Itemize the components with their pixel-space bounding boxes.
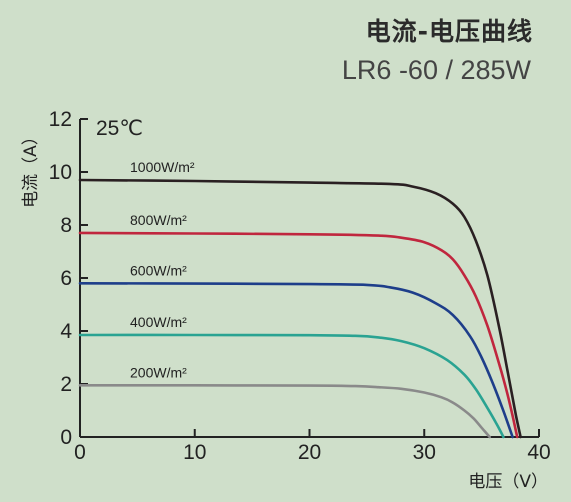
curves	[78, 178, 522, 439]
x-axis-label: 电压（V）	[468, 472, 548, 492]
y-tick-label: 6	[60, 267, 72, 290]
y-tick-label: 10	[49, 161, 72, 184]
chart-title: 电流-电压曲线	[365, 17, 533, 46]
y-tick-label: 8	[60, 214, 72, 237]
y-tick-label: 2	[60, 373, 72, 396]
series-label-4: 200W/m²	[130, 364, 187, 380]
series-line-1	[78, 231, 519, 439]
x-tick-label: 10	[183, 441, 206, 464]
y-tick-label: 12	[49, 108, 72, 131]
curve-labels: 1000W/m² 800W/m² 600W/m² 400W/m² 200W/m²	[130, 159, 195, 380]
series-label-1: 800W/m²	[130, 212, 187, 228]
x-tick-label: 20	[298, 441, 321, 464]
y-axis-label: 电流（A）	[21, 128, 41, 208]
series-label-2: 600W/m²	[130, 262, 187, 278]
series-line-2	[78, 282, 514, 439]
x-tick-label: 0	[74, 441, 86, 464]
temperature-label: 25℃	[96, 117, 143, 140]
x-tick-label: 40	[527, 441, 550, 464]
series-line-0	[78, 178, 522, 439]
series-label-3: 400W/m²	[130, 314, 187, 330]
y-tick-label: 0	[60, 426, 72, 449]
series-label-0: 1000W/m²	[130, 159, 195, 175]
y-tick-label: 4	[60, 320, 72, 343]
axes: 0 2 4 6 8 10 12 0 10 20 30 40 电流（A） 电压（V） 25℃	[21, 108, 551, 492]
series-line-3	[78, 333, 505, 439]
series-line-4	[78, 383, 491, 439]
chart-subtitle: LR6 -60 / 285W	[341, 55, 531, 85]
x-tick-label: 30	[413, 441, 436, 464]
